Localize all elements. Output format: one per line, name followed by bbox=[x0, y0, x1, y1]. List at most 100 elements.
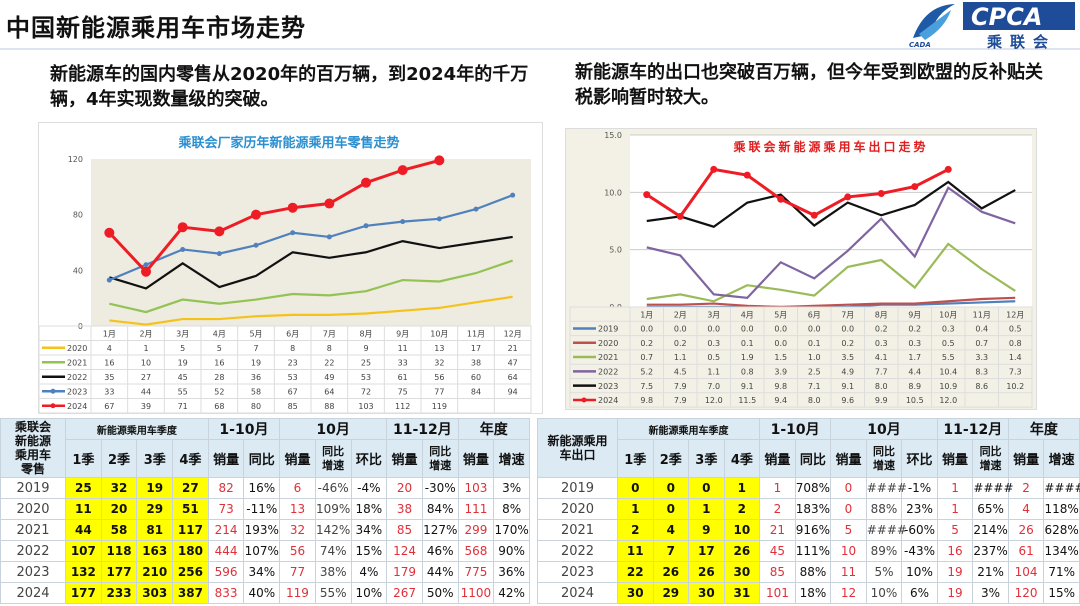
table-cell: -46% bbox=[314, 477, 352, 499]
table-cell: 134% bbox=[1043, 540, 1080, 562]
data-point-2023 bbox=[436, 216, 442, 222]
table-cell: 0.5 bbox=[942, 339, 955, 348]
table-cell: 0.3 bbox=[908, 339, 921, 348]
data-point-2023 bbox=[216, 251, 222, 257]
table-cell: 11.5 bbox=[738, 396, 756, 405]
table-cell: 0.7 bbox=[975, 339, 988, 348]
table-cell: 1.7 bbox=[908, 353, 921, 362]
table-row: 2024 177 233 303 387 833 40% 119 55% 10% 267 50% 110… bbox=[0, 582, 530, 604]
table-cell: 88% bbox=[794, 561, 832, 583]
table-cell: 2 bbox=[617, 519, 654, 541]
table-cell: 8 bbox=[290, 344, 295, 353]
table-cell: 387 bbox=[172, 582, 209, 604]
data-point-2024 bbox=[177, 222, 188, 233]
svg-text:乘联会: 乘联会 bbox=[986, 33, 1056, 50]
table-cell: 5 bbox=[936, 519, 974, 541]
table-row: 2019 25 32 19 27 82 16% 6 -46% -4% 20 -30% 103 3% bbox=[0, 477, 530, 499]
table-cell: 21% bbox=[972, 561, 1009, 583]
x-tick-label: 5月 bbox=[774, 310, 787, 319]
table-cell: 71 bbox=[178, 402, 188, 411]
legend-label: 2021 bbox=[67, 359, 87, 368]
table-cell: 64 bbox=[508, 373, 518, 382]
table-cell: 0.4 bbox=[975, 325, 988, 334]
legend-label: 2022 bbox=[67, 373, 87, 382]
table-cell: 33 bbox=[398, 359, 408, 368]
column-header: 1季 bbox=[617, 439, 654, 478]
series-line-2021 bbox=[109, 259, 514, 314]
table-corner-header: 乘联会新能源乘用车零售 bbox=[0, 418, 66, 478]
data-point-2024 bbox=[397, 165, 408, 176]
header-divider bbox=[0, 48, 1080, 50]
table-cell: 35 bbox=[104, 373, 114, 382]
table-cell: 0 bbox=[652, 477, 690, 499]
table-cell: 84 bbox=[471, 388, 481, 397]
column-header: 同比 bbox=[794, 439, 832, 478]
page-title: 中国新能源乘用车市场走势 bbox=[6, 14, 306, 42]
table-cell: 38 bbox=[386, 498, 423, 520]
table-cell: 47 bbox=[508, 359, 518, 368]
table-cell: 8% bbox=[493, 498, 530, 520]
table-cell: 775 bbox=[457, 561, 495, 583]
x-tick-label: 2月 bbox=[139, 330, 152, 339]
table-cell: 11 bbox=[398, 344, 408, 353]
table-row: 2020 11 20 29 51 73 -11% 13 109% 18% 38 84% 111 8% bbox=[0, 498, 530, 520]
table-cell: 1 bbox=[143, 344, 148, 353]
table-cell: 26 bbox=[652, 561, 690, 583]
data-point-2024 bbox=[777, 195, 785, 203]
table-cell: 103 bbox=[457, 477, 495, 499]
table-cell: 36% bbox=[493, 561, 530, 583]
column-header: 3季 bbox=[136, 439, 174, 478]
table-cell: 49 bbox=[324, 373, 334, 382]
table-cell: 46% bbox=[421, 540, 459, 562]
table-cell: 2024 bbox=[537, 582, 618, 604]
table-cell: 4.5 bbox=[674, 368, 687, 377]
table-cell: 77 bbox=[279, 561, 316, 583]
table-cell: 85 bbox=[386, 519, 423, 541]
table-cell: 67 bbox=[104, 402, 114, 411]
table-cell: 53 bbox=[288, 373, 298, 382]
table-cell: 177 bbox=[100, 561, 138, 583]
table-row: 2023 132 177 210 256 596 34% 77 38% 4% 179 44% 775 36… bbox=[0, 561, 530, 583]
table-cell: 7.5 bbox=[640, 382, 653, 391]
table-cell: 20 bbox=[386, 477, 423, 499]
series-line-2020 bbox=[109, 295, 513, 326]
table-cell: 0.2 bbox=[674, 339, 687, 348]
series-line-2022 bbox=[109, 235, 513, 290]
table-cell: 21 bbox=[508, 344, 518, 353]
legend-marker-2024 bbox=[50, 403, 56, 409]
series-line-2023 bbox=[646, 180, 1016, 228]
x-tick-label: 6月 bbox=[808, 310, 821, 319]
table-cell: 53 bbox=[361, 373, 371, 382]
table-cell: 118% bbox=[1043, 498, 1080, 520]
group-header: 新能源乘用车季度 bbox=[65, 418, 209, 440]
table-cell: 179 bbox=[386, 561, 423, 583]
table-cell: 0.8 bbox=[1009, 339, 1022, 348]
table-cell: 4 bbox=[652, 519, 690, 541]
cpca-logo: CADA CPCA 乘联会 bbox=[909, 2, 1075, 50]
table-cell: 18% bbox=[794, 582, 832, 604]
table-cell: 23% bbox=[901, 498, 938, 520]
table-cell: 26 bbox=[1007, 519, 1045, 541]
table-cell: 183% bbox=[794, 498, 832, 520]
table-cell: 1 bbox=[723, 477, 761, 499]
table-cell: 303 bbox=[136, 582, 174, 604]
table-cell: 4.9 bbox=[841, 368, 854, 377]
data-point-2024 bbox=[844, 193, 852, 201]
table-cell: 28 bbox=[214, 373, 224, 382]
series-line-2021 bbox=[646, 242, 1016, 303]
table-cell: 15% bbox=[350, 540, 388, 562]
x-tick-label: 12月 bbox=[1006, 310, 1024, 319]
legend-label: 2023 bbox=[598, 382, 618, 391]
table-cell: 19 bbox=[936, 561, 974, 583]
x-tick-label: 7月 bbox=[841, 310, 854, 319]
table-cell: 16% bbox=[243, 477, 281, 499]
column-header-label: 同比增速 bbox=[322, 444, 345, 472]
table-cell: 2024 bbox=[0, 582, 66, 604]
legend-label: 2024 bbox=[67, 402, 87, 411]
column-header: 环比 bbox=[901, 439, 938, 478]
table-cell: 29 bbox=[136, 498, 174, 520]
table-cell: 44% bbox=[421, 561, 459, 583]
table-cell: 1.1 bbox=[707, 368, 720, 377]
table-cell: 8.0 bbox=[808, 396, 821, 405]
